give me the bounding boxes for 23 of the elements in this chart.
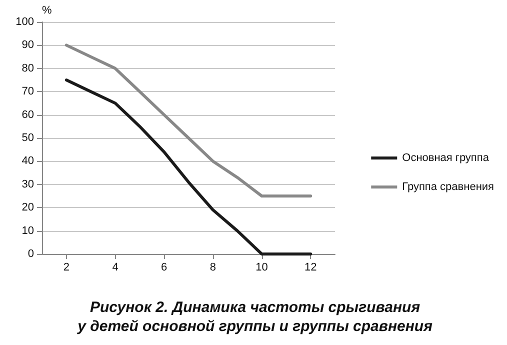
x-tick-label: 6: [161, 262, 168, 274]
line-series: [64, 78, 312, 256]
y-tick-label: 30: [22, 178, 34, 190]
y-tick-label: 10: [22, 224, 34, 237]
x-tick-label: 10: [256, 262, 268, 274]
y-tick-label: 80: [22, 62, 34, 74]
y-tick-label: 90: [22, 39, 34, 52]
y-tick-label: 20: [22, 202, 34, 214]
y-tick-label: 40: [22, 155, 34, 168]
x-tick-label: 4: [112, 262, 118, 274]
line-series: [64, 44, 312, 198]
y-tick-label: 70: [22, 86, 34, 98]
y-tick-label: 60: [22, 108, 34, 121]
y-axis-title: %: [42, 4, 52, 16]
x-tick-label: 2: [63, 262, 70, 274]
y-tick-label: 100: [16, 16, 34, 28]
text: Рисунок 2. Динамика частоты срыгивания у детей основной группы и группы сравнения: [76, 299, 433, 335]
y-tick-label: 0: [28, 248, 34, 260]
x-tick-label: 8: [210, 262, 216, 274]
legend-label: Группа сравнения: [402, 181, 494, 193]
x-tick-label: 12: [304, 262, 317, 274]
y-tick-label: 50: [22, 132, 34, 144]
legend-label: Основная группа: [402, 152, 490, 164]
